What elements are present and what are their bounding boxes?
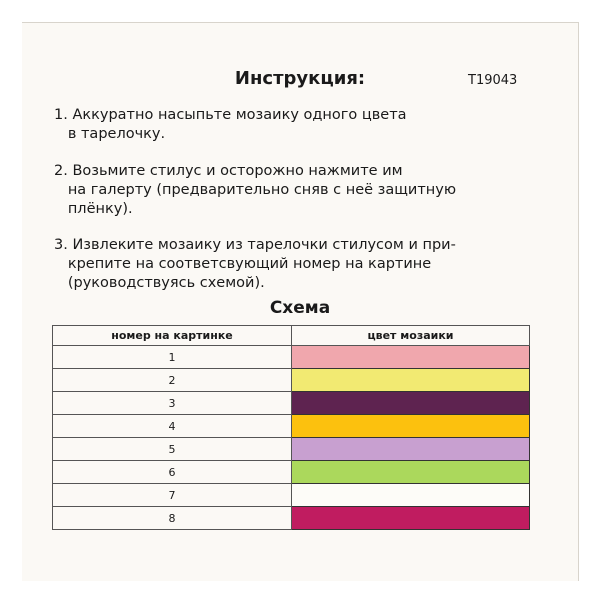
- color-swatch: [291, 483, 530, 507]
- color-swatch: [291, 391, 530, 415]
- color-swatch: [291, 437, 530, 461]
- number-cell: 8: [52, 506, 292, 530]
- number-cell: 4: [52, 414, 292, 438]
- page-title: Инструкция:: [234, 68, 366, 89]
- step-2: 2. Возьмите стилус и осторожно нажмите и…: [54, 163, 457, 217]
- table-row: 8: [52, 506, 530, 530]
- color-swatch: [291, 506, 530, 530]
- header-color: цвет мозаики: [291, 325, 530, 346]
- color-swatch: [291, 368, 530, 392]
- header-number: номер на картинке: [52, 325, 292, 346]
- schema-title: Схема: [269, 298, 331, 318]
- color-swatch: [291, 345, 530, 369]
- step-1: 1. Аккуратно насыпьте мозаику одного цве…: [54, 107, 407, 142]
- product-code: T19043: [468, 73, 518, 88]
- table-row: 7: [52, 483, 530, 507]
- step-3: 3. Извлеките мозаику из тарелочки стилус…: [54, 237, 456, 291]
- number-cell: 3: [52, 391, 292, 415]
- table-row: 4: [52, 414, 530, 438]
- table-row: 3: [52, 391, 530, 415]
- number-cell: 2: [52, 368, 292, 392]
- table-row: 1: [52, 345, 530, 369]
- number-cell: 5: [52, 437, 292, 461]
- color-swatch: [291, 414, 530, 438]
- table-row: 5: [52, 437, 530, 461]
- table-row: 6: [52, 460, 530, 484]
- number-cell: 7: [52, 483, 292, 507]
- table-row: 2: [52, 368, 530, 392]
- number-cell: 6: [52, 460, 292, 484]
- color-swatch: [291, 460, 530, 484]
- number-cell: 1: [52, 345, 292, 369]
